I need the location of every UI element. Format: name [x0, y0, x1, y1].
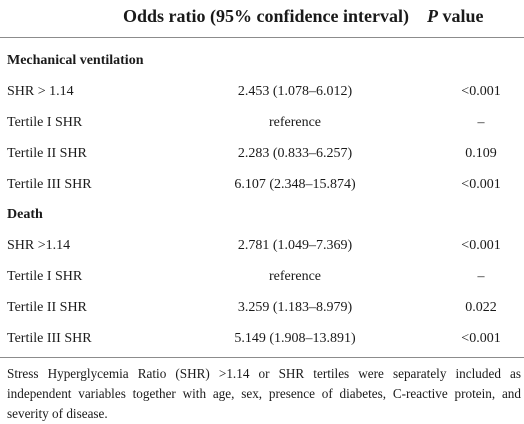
table-row: Tertile II SHR 3.259 (1.183–8.979) 0.022 — [0, 295, 524, 321]
p-value-cell: <0.001 — [461, 331, 501, 346]
table-row: Tertile I SHR reference – — [0, 110, 524, 136]
row-label: Tertile I SHR — [7, 115, 83, 130]
row-label: Tertile II SHR — [7, 300, 87, 315]
table-row: SHR > 1.14 2.453 (1.078–6.012) <0.001 — [0, 79, 524, 105]
p-value-cell: <0.001 — [461, 177, 501, 192]
bottom-rule — [0, 357, 524, 358]
row-label: SHR > 1.14 — [7, 84, 74, 99]
row-label: SHR >1.14 — [7, 238, 71, 253]
odds-ratio-cell: 6.107 (2.348–15.874) — [234, 177, 356, 192]
p-value-cell: – — [477, 269, 485, 284]
section-title: Mechanical ventilation — [7, 53, 144, 68]
odds-ratio-cell: 2.283 (0.833–6.257) — [237, 146, 353, 161]
table-row: SHR >1.14 2.781 (1.049–7.369) <0.001 — [0, 233, 524, 259]
row-label: Tertile III SHR — [7, 331, 92, 346]
odds-ratio-cell: reference — [268, 269, 322, 284]
table-row: Tertile II SHR 2.283 (0.833–6.257) 0.109 — [0, 141, 524, 167]
section-title-row: Death — [0, 202, 524, 228]
header-rule — [0, 37, 524, 38]
p-value-cell: 0.109 — [465, 146, 497, 161]
p-value-cell: <0.001 — [461, 238, 501, 253]
row-label: Tertile III SHR — [7, 177, 92, 192]
p-value-cell: <0.001 — [461, 84, 501, 99]
odds-ratio-cell: 2.781 (1.049–7.369) — [237, 238, 353, 253]
row-label: Tertile II SHR — [7, 146, 87, 161]
odds-ratio-cell: 3.259 (1.183–8.979) — [237, 300, 353, 315]
section-title-row: Mechanical ventilation — [0, 48, 524, 74]
odds-ratio-cell: 5.149 (1.908–13.891) — [234, 331, 356, 346]
odds-ratio-cell: 2.453 (1.078–6.012) — [237, 84, 353, 99]
table-row: Tertile I SHR reference – — [0, 264, 524, 290]
row-label: Tertile I SHR — [7, 269, 83, 284]
p-value-header: P value — [427, 5, 484, 27]
p-suffix: value — [438, 6, 484, 26]
p-value-cell: 0.022 — [465, 300, 497, 315]
table-footnote: Stress Hyperglycemia Ratio (SHR) >1.14 o… — [7, 366, 521, 421]
section-title: Death — [7, 207, 43, 222]
odds-ratio-header: Odds ratio (95% confidence interval) — [123, 6, 409, 26]
p-value-cell: – — [477, 115, 485, 130]
table-row: Tertile III SHR 5.149 (1.908–13.891) <0.… — [0, 326, 524, 352]
odds-ratio-cell: reference — [268, 115, 322, 130]
p-label: P — [427, 6, 438, 26]
table-row: Tertile III SHR 6.107 (2.348–15.874) <0.… — [0, 172, 524, 198]
